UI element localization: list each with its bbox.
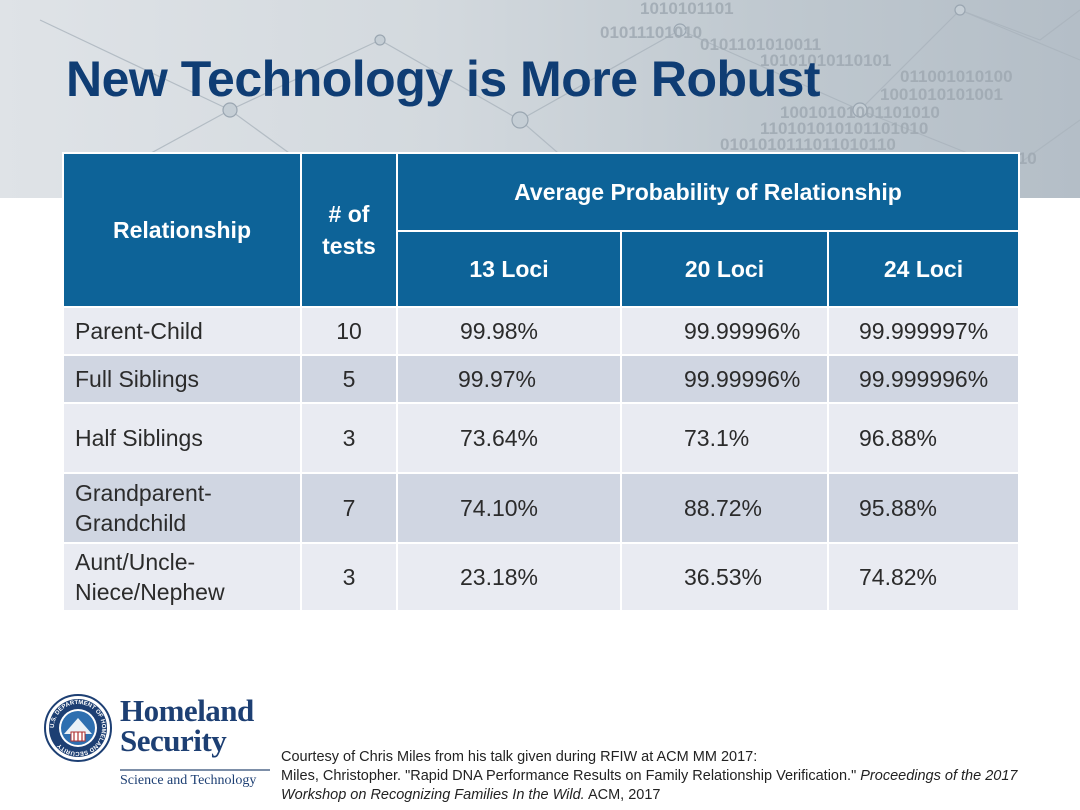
cell-tests: 3 xyxy=(300,542,398,612)
slide-title: New Technology is More Robust xyxy=(66,51,821,107)
binary-text: 1010101101 xyxy=(640,0,734,18)
cell-13-loci: 73.64% xyxy=(396,402,622,474)
table-row: Aunt/Uncle- Niece/Nephew 3 23.18% 36.53%… xyxy=(62,542,1020,612)
cell-24-loci: 99.999996% xyxy=(827,354,1020,404)
brand-line1: Homeland xyxy=(120,693,254,728)
citation-courtesy: Courtesy of Chris Miles from his talk gi… xyxy=(281,749,758,765)
cell-relationship: Aunt/Uncle- Niece/Nephew xyxy=(62,542,302,612)
cell-20-loci: 73.1% xyxy=(620,402,829,474)
cell-tests: 3 xyxy=(300,402,398,474)
binary-text: 0101101010011 xyxy=(700,35,821,54)
header-tests-line1: # of xyxy=(328,201,370,227)
binary-text: 01011101010 xyxy=(600,23,702,42)
cell-13-loci: 99.98% xyxy=(396,306,622,356)
binary-text: 110101010101101010 xyxy=(760,119,928,138)
header-13-loci: 13 Loci xyxy=(396,230,622,308)
table-row: Grandparent- Grandchild 7 74.10% 88.72% … xyxy=(62,472,1020,544)
binary-text: 10101010110101 xyxy=(760,51,891,70)
relationship-table: Relationship # of tests Average Probabil… xyxy=(62,152,1020,612)
citation-reference: Miles, Christopher. "Rapid DNA Performan… xyxy=(281,768,857,784)
binary-text: 10010101001101010 xyxy=(780,103,940,122)
citation: Courtesy of Chris Miles from his talk gi… xyxy=(281,748,1071,805)
cell-24-loci: 95.88% xyxy=(827,472,1020,544)
cell-20-loci: 88.72% xyxy=(620,472,829,544)
binary-text: 0101010111011010110 xyxy=(720,135,896,154)
cell-20-loci: 99.99996% xyxy=(620,354,829,404)
header-number-of-tests: # of tests xyxy=(300,152,398,308)
cell-13-loci: 99.97% xyxy=(396,354,622,404)
table-row: Full Siblings 5 99.97% 99.99996% 99.9999… xyxy=(62,354,1020,404)
brand-line2: Security xyxy=(120,723,227,758)
binary-text: 1001010101001 xyxy=(880,85,1003,104)
binary-text: 011001010100 xyxy=(900,67,1013,86)
cell-24-loci: 74.82% xyxy=(827,542,1020,612)
cell-relationship-line1: Grandparent- xyxy=(75,480,212,506)
cell-tests: 7 xyxy=(300,472,398,544)
header-24-loci: 24 Loci xyxy=(827,230,1020,308)
header-20-loci: 20 Loci xyxy=(620,230,829,308)
cell-24-loci: 99.999997% xyxy=(827,306,1020,356)
brand-name: Homeland Security xyxy=(120,693,280,758)
cell-relationship-line1: Aunt/Uncle- xyxy=(75,549,196,575)
brand-subtitle: Science and Technology xyxy=(120,773,257,788)
cell-20-loci: 36.53% xyxy=(620,542,829,612)
cell-13-loci: 23.18% xyxy=(396,542,622,612)
cell-tests: 10 xyxy=(300,306,398,356)
brand-divider xyxy=(120,769,270,771)
header-average-probability: Average Probability of Relationship xyxy=(396,152,1020,232)
header-relationship: Relationship xyxy=(62,152,302,308)
table-row: Half Siblings 3 73.64% 73.1% 96.88% xyxy=(62,402,1020,474)
cell-relationship: Full Siblings xyxy=(62,354,302,404)
dhs-seal-icon: U.S. DEPARTMENT OF HOMELAND SECURITY xyxy=(44,694,112,762)
cell-relationship: Half Siblings xyxy=(62,402,302,474)
cell-20-loci: 99.99996% xyxy=(620,306,829,356)
table-row: Parent-Child 10 99.98% 99.99996% 99.9999… xyxy=(62,306,1020,356)
citation-publisher: ACM, 2017 xyxy=(587,787,661,803)
cell-24-loci: 96.88% xyxy=(827,402,1020,474)
header-tests-line2: tests xyxy=(322,233,376,259)
cell-relationship-line2: Niece/Nephew xyxy=(75,579,225,605)
cell-13-loci: 74.10% xyxy=(396,472,622,544)
cell-tests: 5 xyxy=(300,354,398,404)
citation-proceedings: Proceedings of the 2017 Workshop on Reco… xyxy=(281,768,1018,803)
cell-relationship-line2: Grandchild xyxy=(75,510,187,536)
cell-relationship: Parent-Child xyxy=(62,306,302,356)
cell-relationship: Grandparent- Grandchild xyxy=(62,472,302,544)
